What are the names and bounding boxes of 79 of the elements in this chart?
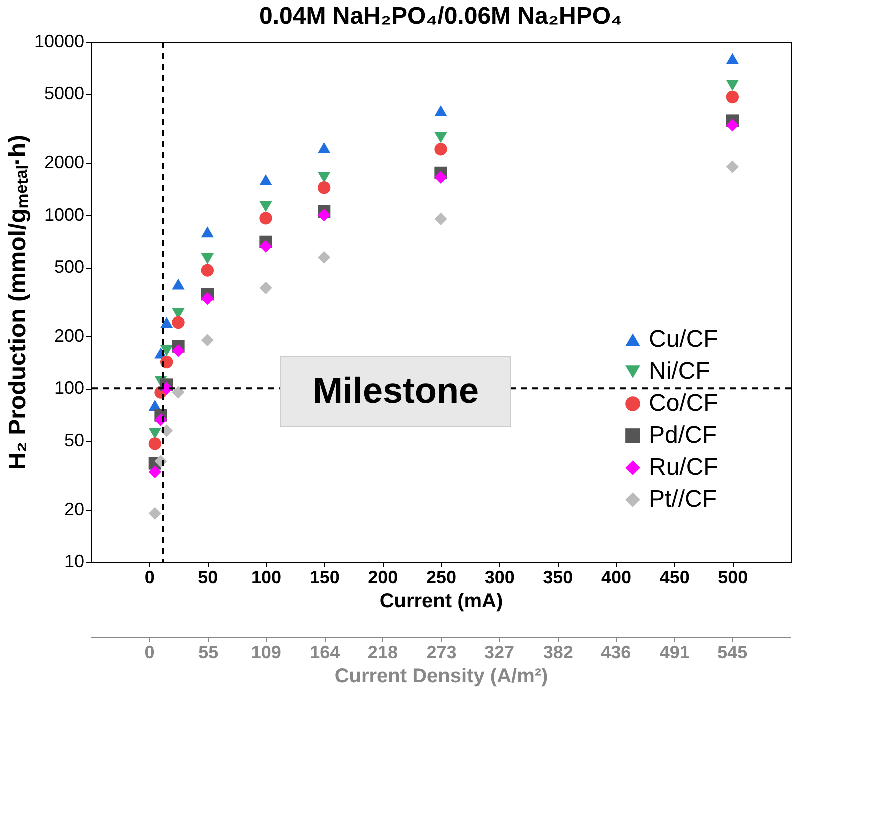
chart-title: 0.04M NaH₂PO₄/0.06M Na₂HPO₄ (260, 3, 622, 30)
x-tick-label: 350 (543, 568, 574, 588)
point (260, 240, 272, 253)
x2-tick-label: 327 (484, 642, 515, 662)
point (148, 438, 162, 450)
x2-tick-label: 436 (601, 642, 632, 662)
legend-label: Cu/CF (649, 326, 718, 353)
x2-tick-label: 55 (198, 642, 219, 662)
point (172, 386, 185, 399)
point (318, 142, 331, 154)
x2-tick-label: 545 (718, 642, 748, 662)
x2-tick-label: 218 (368, 642, 398, 662)
y-tick-label: 100 (54, 378, 84, 398)
point (726, 53, 739, 64)
x2-tick-label: 0 (144, 642, 155, 662)
y-axis-title: H₂ Production (mmol/gₘₑₜₐₗ·h) (4, 134, 32, 470)
point (726, 90, 739, 104)
x2-tick-label: 109 (251, 642, 282, 662)
point (726, 160, 739, 174)
point (260, 201, 272, 212)
x-tick-label: 200 (368, 568, 398, 588)
y-tick-label: 10 (64, 552, 84, 572)
point (434, 143, 448, 156)
point (260, 212, 272, 225)
x-tick-label: 150 (310, 568, 340, 588)
x2-tick-label: 491 (660, 642, 690, 662)
point (318, 209, 331, 222)
point (148, 507, 162, 520)
point (172, 278, 185, 290)
legend-label: Co/CF (649, 390, 718, 417)
point (318, 172, 331, 184)
x2-tick-label: 273 (426, 642, 457, 662)
point (318, 251, 331, 264)
point (201, 254, 214, 264)
point (201, 226, 214, 238)
point (434, 212, 448, 226)
x-tick-label: 500 (718, 568, 748, 588)
x2-tick-label: 382 (543, 642, 574, 662)
y-tick-label: 20 (64, 499, 84, 520)
x2-tick-label: 164 (310, 642, 340, 662)
y-tick-label: 1000 (44, 204, 84, 225)
point (160, 345, 174, 356)
point (260, 174, 272, 186)
point (726, 119, 739, 132)
point (172, 344, 185, 358)
point (172, 316, 185, 330)
x2-axis-title: Current Density (A/m²) (334, 666, 548, 688)
y-tick-label: 500 (54, 257, 84, 278)
x-tick-label: 300 (484, 568, 515, 588)
point (434, 106, 448, 116)
x-axis-title: Current (mA) (380, 590, 504, 612)
point (260, 282, 272, 294)
point (160, 317, 174, 328)
point (201, 264, 214, 277)
y-tick-label: 5000 (44, 84, 84, 104)
point (201, 334, 214, 347)
x-tick-label: 50 (198, 568, 218, 588)
x-tick-label: 400 (601, 568, 632, 588)
point (201, 292, 214, 306)
point (148, 466, 162, 478)
point (160, 356, 174, 369)
point (434, 132, 448, 144)
y-tick-label: 10000 (34, 32, 84, 52)
x-tick-label: 0 (144, 568, 155, 588)
point (148, 428, 162, 440)
y-tick-label: 200 (54, 326, 84, 346)
legend-label: Ni/CF (649, 358, 710, 385)
legend-label: Pd/CF (649, 422, 718, 449)
point (434, 171, 448, 184)
point (318, 182, 331, 194)
x-tick-label: 250 (426, 568, 457, 588)
x-tick-label: 450 (660, 568, 690, 588)
y-tick-label: 50 (64, 430, 84, 450)
y-tick-label: 2000 (44, 152, 84, 173)
point (726, 80, 739, 92)
annotation: Milestone (312, 370, 480, 411)
x-tick-label: 100 (251, 568, 282, 588)
legend-label: Ru/CF (649, 454, 718, 481)
legend-label: Pt//CF (649, 486, 718, 513)
